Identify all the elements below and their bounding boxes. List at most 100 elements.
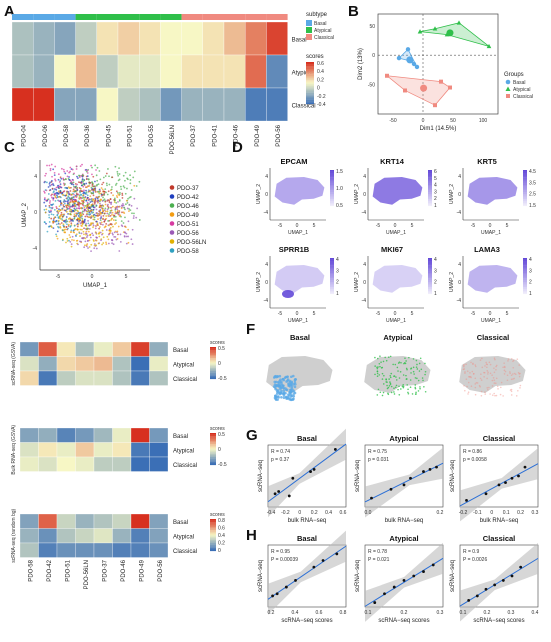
colorbar-tick: 0.6: [317, 61, 324, 67]
highlighted-cell-point: [486, 366, 488, 369]
umap-cell-point: [121, 194, 124, 197]
highlighted-cell-point: [274, 387, 277, 391]
umap-cell-point: [75, 235, 77, 237]
colorbar-step: [330, 195, 334, 198]
umap-cell-point: [116, 191, 119, 194]
highlighted-cell-point: [389, 383, 392, 386]
umap-cell-point: [131, 243, 134, 245]
highlighted-cell-point: [379, 365, 381, 368]
umap-cell-point: [103, 212, 106, 215]
umap-cell-point: [79, 235, 81, 237]
highlighted-cell-point: [470, 361, 472, 364]
highlighted-cell-point: [493, 379, 496, 381]
highlighted-cell-point: [278, 374, 282, 378]
umap-cell-point: [108, 183, 111, 186]
colorbar-step: [330, 202, 334, 205]
heatmap-cell: [19, 542, 39, 558]
x-tick: 0: [489, 311, 492, 317]
umap-cell-point: [82, 220, 84, 223]
umap-cell-point: [74, 205, 77, 208]
umap-cell-point: [49, 200, 51, 202]
colorbar-step: [210, 375, 216, 378]
colorbar-tick: 2: [434, 196, 437, 202]
umap-cell-point: [68, 220, 71, 223]
umap-cell-point: [48, 211, 51, 214]
highlighted-cell-point: [278, 392, 282, 396]
umap-cell-point: [93, 202, 96, 205]
highlighted-cell-point: [506, 374, 509, 377]
heatmap-cell: [56, 456, 76, 472]
scatter-point: [275, 592, 279, 596]
umap-cell-point: [88, 185, 91, 187]
umap-cell-point: [75, 187, 78, 190]
umap-cell-point: [72, 196, 75, 199]
colorbar-step: [306, 84, 314, 86]
umap-cell-point: [77, 228, 79, 231]
umap-cell-point: [111, 186, 113, 188]
colorbar-step: [428, 285, 432, 287]
highlighted-cell-point: [395, 376, 397, 378]
umap-cell-point: [57, 184, 60, 187]
umap-cell-point: [82, 192, 85, 195]
umap-cell-point: [67, 223, 70, 226]
umap-cell-point: [104, 200, 107, 203]
highlighted-cell-point: [474, 393, 477, 396]
heatmap-cell: [181, 21, 203, 56]
colorbar-step: [210, 450, 216, 453]
colorbar-step: [210, 447, 216, 450]
y-tick: 4: [458, 262, 461, 268]
highlighted-cell-point: [507, 358, 510, 360]
highlighted-cell-point: [417, 390, 420, 392]
umap-cell-point: [66, 237, 69, 240]
umap-cell-point: [84, 237, 87, 240]
umap-cell-point: [108, 213, 110, 216]
highlighted-cell-point: [516, 358, 519, 360]
umap-cell-point: [43, 190, 46, 193]
colorbar-tick: 0.6: [218, 526, 225, 532]
umap-cell-point: [78, 198, 81, 200]
umap-cell-point: [72, 190, 75, 193]
x-tick: 0.2: [311, 510, 318, 516]
pca-point: [432, 26, 438, 31]
highlighted-cell-point: [389, 355, 392, 358]
umap-cell-point: [107, 168, 109, 170]
umap-cell-point: [74, 190, 77, 193]
colorbar-step: [428, 267, 432, 269]
pca-point: [448, 85, 452, 90]
umap-cell-point: [82, 180, 85, 183]
x-tick: -0.1: [473, 510, 482, 516]
x-axis-label: UMAP_1: [83, 283, 108, 289]
umap-cell-point: [120, 207, 123, 210]
colorbar-step: [210, 358, 216, 360]
heatmap-cell: [11, 21, 34, 56]
umap-cell-point: [117, 200, 119, 203]
colorbar-tick: 4: [434, 183, 437, 189]
colorbar-step: [210, 453, 216, 456]
x-tick: -0.2: [281, 510, 290, 516]
colorbar-tick: 0: [317, 86, 320, 92]
umap-cell-point: [105, 191, 107, 194]
highlighted-cell-point: [468, 375, 470, 378]
umap-cell-point: [70, 231, 72, 233]
highlighted-cell-point: [411, 393, 414, 395]
colorbar-step: [428, 179, 432, 181]
umap-cell-point: [50, 179, 53, 182]
umap-cell-point: [88, 198, 91, 201]
highlighted-cell-point: [389, 374, 392, 377]
column-label: PDO-58: [28, 559, 34, 581]
umap-cell-point: [95, 239, 98, 242]
colorbar-step: [210, 523, 216, 526]
colorbar-step: [210, 374, 216, 376]
colorbar-tick: 3: [336, 268, 339, 274]
umap-cell-point: [121, 203, 124, 205]
heatmap-cell: [75, 87, 97, 122]
umap-cell-point: [45, 208, 48, 211]
scatter-point: [497, 483, 501, 487]
colorbar-step: [210, 520, 216, 523]
heatmap-cell: [223, 21, 246, 56]
column-label: PDO-49: [255, 124, 261, 146]
umap-cell-point: [78, 232, 81, 234]
colorbar-tick: -0.2: [317, 94, 326, 100]
umap-cell-point: [74, 199, 77, 202]
umap-cell-point: [132, 217, 135, 219]
